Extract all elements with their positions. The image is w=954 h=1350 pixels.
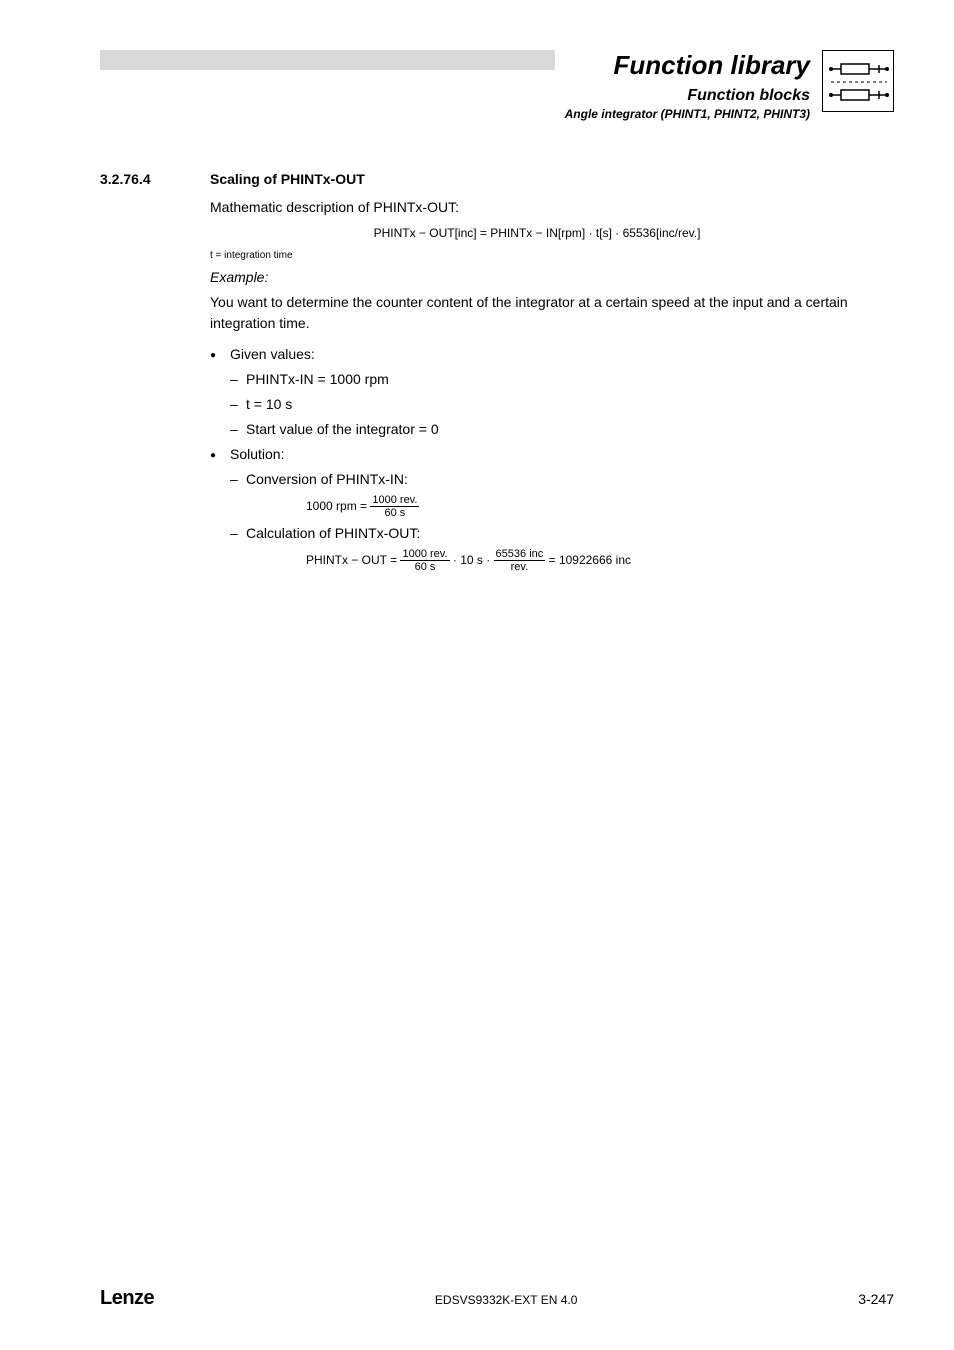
calc-mid: · 10 s · bbox=[450, 553, 494, 567]
example-label: Example: bbox=[210, 267, 894, 288]
given-b: t = 10 s bbox=[230, 394, 894, 415]
integration-note: t = integration time bbox=[210, 248, 894, 263]
example-text: You want to determine the counter conten… bbox=[210, 292, 894, 334]
section-title: Scaling of PHINTx-OUT bbox=[210, 171, 365, 187]
main-title: Function library bbox=[565, 50, 810, 81]
conv-num: 1000 rev. bbox=[370, 494, 419, 507]
conversion-formula: 1000 rpm = 1000 rev.60 s bbox=[306, 494, 894, 519]
calc-f1-num: 1000 rev. bbox=[400, 548, 449, 561]
function-block-icon bbox=[822, 50, 894, 112]
section-body: Mathematic description of PHINTx-OUT: PH… bbox=[210, 197, 894, 573]
header-grey-bar bbox=[100, 50, 555, 70]
given-c: Start value of the integrator = 0 bbox=[230, 419, 894, 440]
sub-sub-title: Angle integrator (PHINT1, PHINT2, PHINT3… bbox=[565, 107, 810, 121]
conv-prefix: 1000 rpm = bbox=[306, 499, 370, 513]
brand-logo: Lenze bbox=[100, 1287, 154, 1310]
given-label: Given values: bbox=[230, 346, 315, 362]
calc-prefix: PHINTx − OUT = bbox=[306, 553, 400, 567]
conversion-item: Conversion of PHINTx-IN: 1000 rpm = 1000… bbox=[230, 469, 894, 519]
intro-text: Mathematic description of PHINTx-OUT: bbox=[210, 197, 894, 218]
section-number: 3.2.76.4 bbox=[100, 171, 180, 187]
solution-label: Solution: bbox=[230, 446, 284, 462]
page-header: Function library Function blocks Angle i… bbox=[100, 50, 894, 121]
calc-f1-den: 60 s bbox=[400, 561, 449, 573]
calculation-label: Calculation of PHINTx-OUT: bbox=[246, 525, 420, 541]
calculation-item: Calculation of PHINTx-OUT: PHINTx − OUT … bbox=[230, 523, 894, 573]
calculation-formula: PHINTx − OUT = 1000 rev.60 s · 10 s · 65… bbox=[306, 548, 894, 573]
section: 3.2.76.4 Scaling of PHINTx-OUT Mathemati… bbox=[100, 171, 894, 573]
calc-f2-num: 65536 inc bbox=[494, 548, 546, 561]
calc-fraction-2: 65536 increv. bbox=[494, 548, 546, 573]
conv-fraction: 1000 rev.60 s bbox=[370, 494, 419, 519]
solution-item: Solution: Conversion of PHINTx-IN: 1000 … bbox=[210, 444, 894, 573]
conv-den: 60 s bbox=[370, 507, 419, 519]
given-a: PHINTx-IN = 1000 rpm bbox=[230, 369, 894, 390]
given-values-item: Given values: PHINTx-IN = 1000 rpm t = 1… bbox=[210, 344, 894, 440]
conversion-label: Conversion of PHINTx-IN: bbox=[246, 471, 408, 487]
main-formula: PHINTx − OUT[inc] = PHINTx − IN[rpm] · t… bbox=[180, 224, 894, 242]
calc-f2-den: rev. bbox=[494, 561, 546, 573]
calc-result: = 10922666 inc bbox=[545, 553, 631, 567]
page-number: 3-247 bbox=[858, 1291, 894, 1307]
sub-title: Function blocks bbox=[565, 87, 810, 105]
page-footer: Lenze EDSVS9332K-EXT EN 4.0 3-247 bbox=[100, 1287, 894, 1310]
header-titles: Function library Function blocks Angle i… bbox=[565, 50, 822, 121]
doc-id: EDSVS9332K-EXT EN 4.0 bbox=[435, 1293, 578, 1307]
calc-fraction-1: 1000 rev.60 s bbox=[400, 548, 449, 573]
